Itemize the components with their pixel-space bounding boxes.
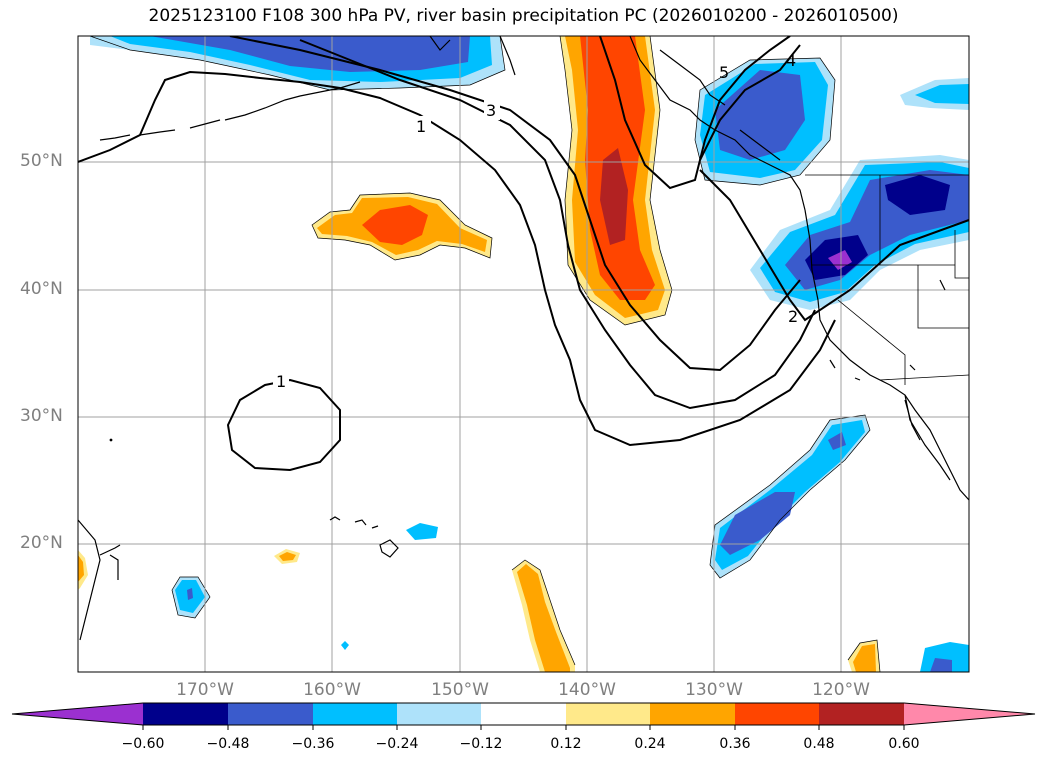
lon-label-170w: 170°W: [176, 680, 234, 700]
map-frame: [77, 35, 970, 673]
neg-anomaly-west-us-dark-2: [885, 175, 950, 215]
pos-anomaly-midpacific-core: [362, 205, 428, 245]
lon-label-140w: 140°W: [558, 680, 616, 700]
lon-label-150w: 150°W: [431, 680, 489, 700]
colorbar-tick-3: −0.24: [375, 736, 419, 752]
neg-anomaly-southeast: [920, 642, 969, 672]
neg-anomaly-small-west-core: [187, 588, 193, 600]
pv-contour-4: [699, 44, 801, 161]
map-content: 1 3 1 2 5 4: [78, 36, 969, 672]
neg-anomaly-hawaii: [406, 523, 438, 540]
lat-label-40n: 40°N: [20, 279, 63, 299]
pos-anomaly-small-1-core: [279, 552, 296, 561]
contour-label-4: 4: [786, 51, 796, 70]
pos-anomaly-bottom-right-core: [853, 644, 876, 672]
precip-shading: [78, 36, 969, 672]
neg-anomaly-north-band-core: [150, 36, 470, 72]
colorbar: [11, 702, 1036, 730]
pv-contours: [78, 36, 969, 472]
colorbar-tick-0: −0.60: [121, 736, 165, 752]
contour-label-5: 5: [719, 63, 729, 82]
contour-labels: 1 3 1 2 5 4: [273, 51, 798, 391]
pos-anomaly-south-mid: [517, 564, 570, 672]
colorbar-bin-5: [566, 703, 650, 725]
lat-label-30n: 30°N: [20, 406, 63, 426]
lon-label-120w: 120°W: [812, 680, 870, 700]
pv-contour-3: [229, 36, 801, 372]
graticule: [78, 36, 969, 672]
pos-anomaly-left-edge-core: [78, 555, 84, 582]
colorbar-bin-3: [397, 703, 481, 725]
colorbar-bin-7: [735, 703, 819, 725]
colorbar-tick-7: 0.36: [719, 736, 751, 752]
lon-label-130w: 130°W: [685, 680, 743, 700]
colorbar-tick-2: −0.36: [291, 736, 335, 752]
pv-contour-1: [78, 70, 836, 447]
contour-label-1: 1: [416, 117, 426, 136]
colorbar-bin-4: [481, 703, 566, 725]
colorbar-tick-4: −0.12: [459, 736, 503, 752]
contour-label-3: 3: [486, 101, 496, 120]
contour-label-2: 2: [788, 307, 798, 326]
neg-anomaly-southeast-core: [930, 658, 952, 672]
neg-anomaly-hawaii-dot: [341, 641, 349, 650]
colorbar-tick-1: −0.48: [206, 736, 250, 752]
contour-label-1b: 1: [276, 372, 286, 391]
coastlines: [78, 36, 969, 641]
neg-anomaly-northeast-mid: [915, 84, 969, 104]
colorbar-bin-1: [228, 703, 313, 725]
map-title: 2025123100 F108 300 hPa PV, river basin …: [148, 6, 899, 26]
colorbar-bin-6: [650, 703, 735, 725]
pv-contour-5: [599, 36, 791, 190]
colorbar-tick-5: 0.12: [550, 736, 582, 752]
colorbar-bin-2: [313, 703, 397, 725]
lon-label-160w: 160°W: [303, 680, 361, 700]
colorbar-bin-8: [819, 703, 904, 725]
lat-label-50n: 50°N: [20, 151, 63, 171]
pv-contour-4b: [699, 169, 969, 322]
colorbar-tick-9: 0.60: [888, 736, 920, 752]
neg-anomaly-bc-core: [715, 70, 805, 160]
pv-contour-closed: [226, 378, 341, 472]
pos-anomaly-plume-max: [600, 148, 628, 245]
colorbar-bin-0: [143, 703, 228, 725]
colorbar-tick-6: 0.24: [634, 736, 666, 752]
lat-label-20n: 20°N: [20, 533, 63, 553]
neg-anomaly-subtropical-core: [720, 492, 795, 555]
pv-contour-2: [299, 39, 816, 410]
colorbar-tick-8: 0.48: [803, 736, 835, 752]
colorbar-max-extend: [904, 703, 1035, 725]
colorbar-min-extend: [12, 703, 143, 725]
